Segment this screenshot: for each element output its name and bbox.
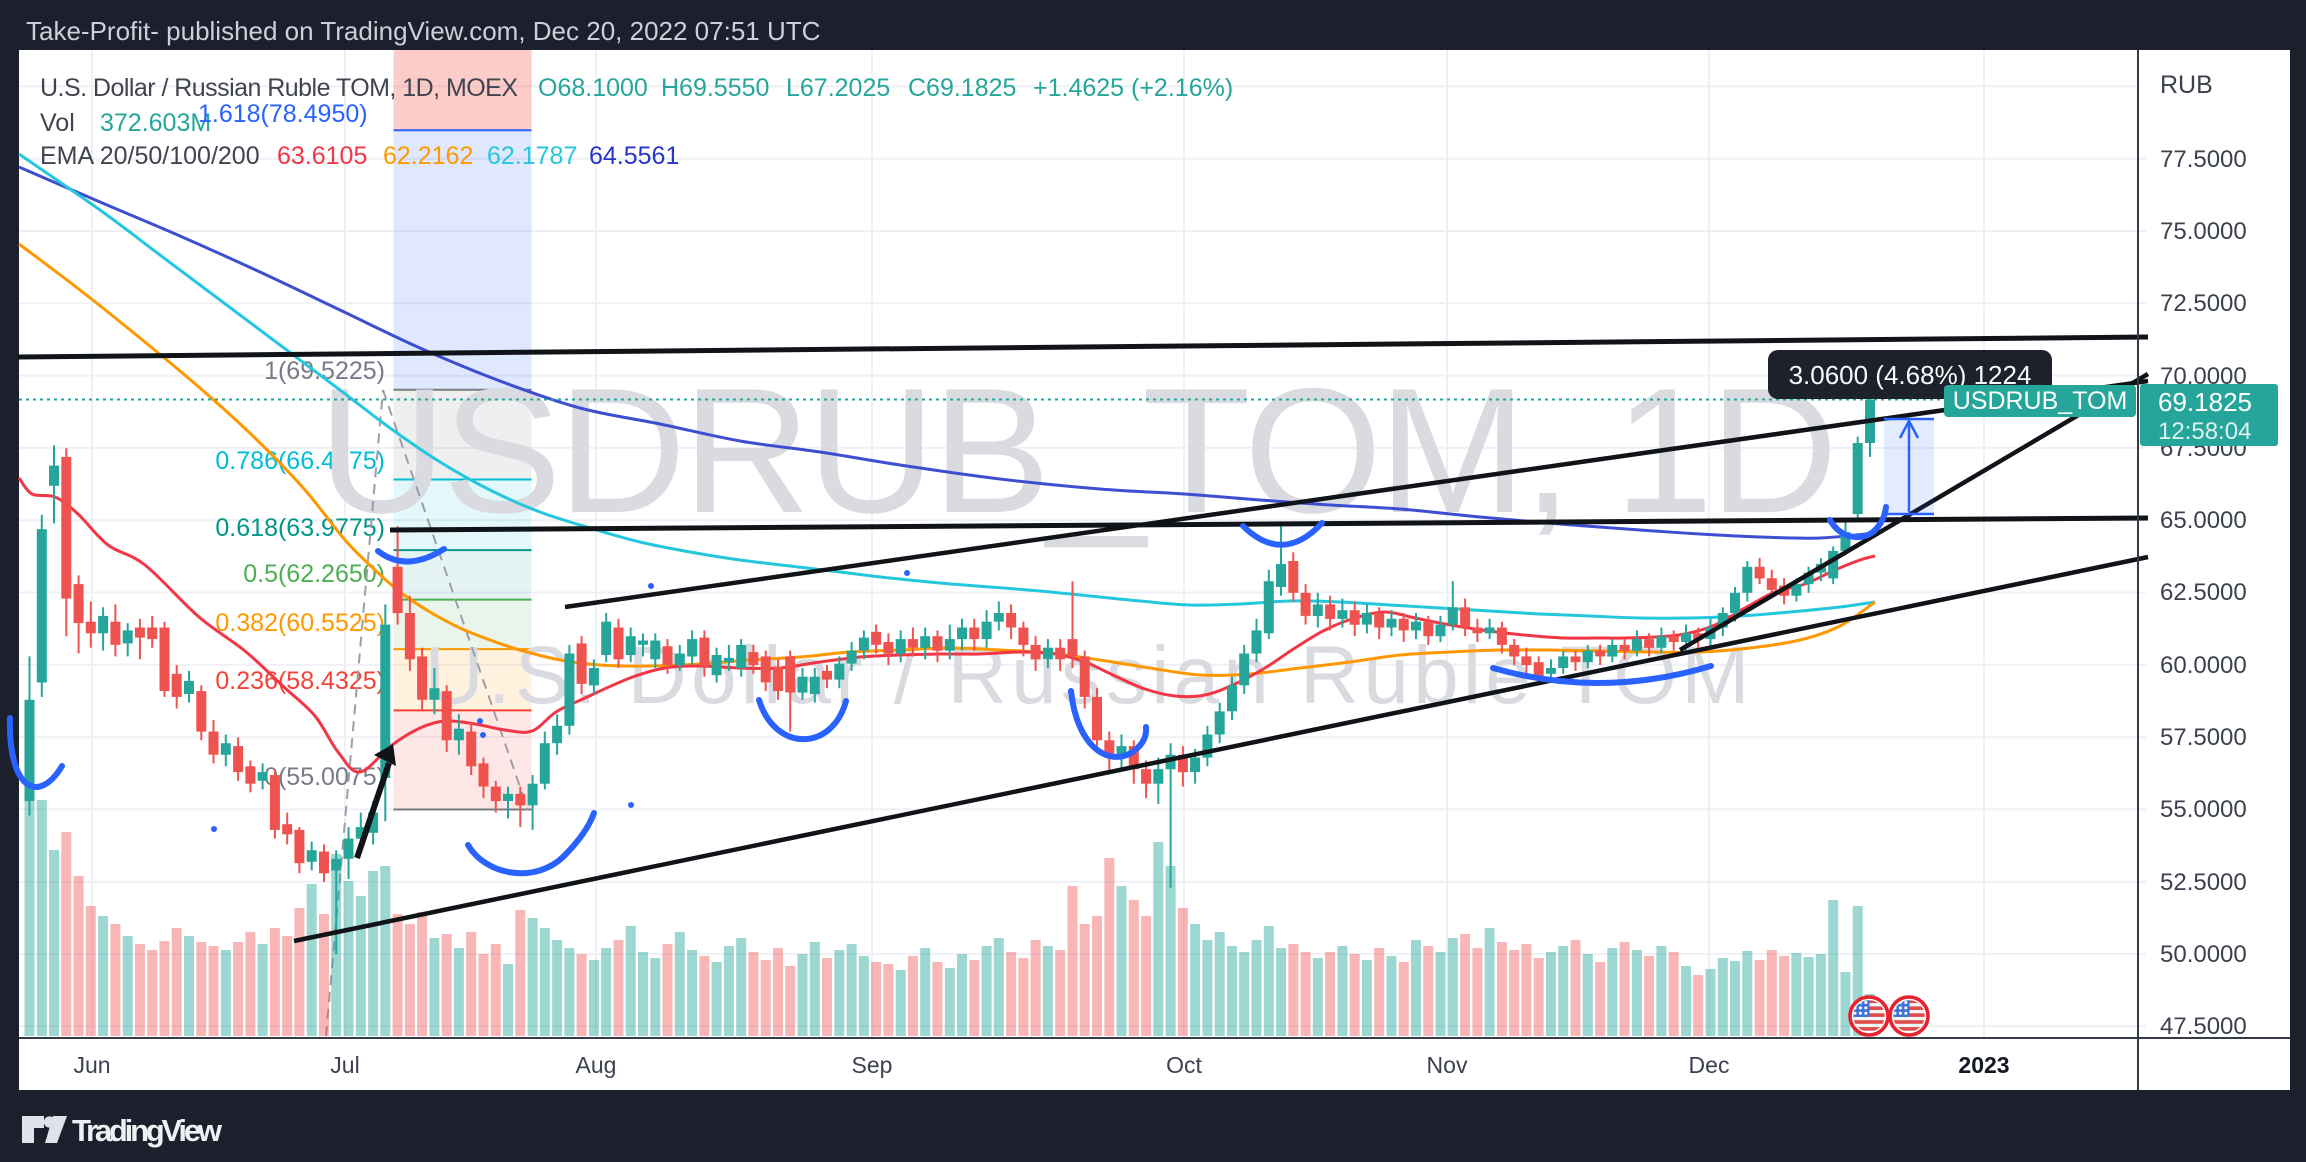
svg-text:0.382(60.5525): 0.382(60.5525) xyxy=(215,609,385,637)
svg-text:Jul: Jul xyxy=(330,1052,359,1078)
svg-text:77.5000: 77.5000 xyxy=(2160,146,2247,173)
svg-text:O68.1000: O68.1000 xyxy=(538,74,648,102)
svg-text:RUB: RUB xyxy=(2160,71,2213,99)
svg-text:62.5000: 62.5000 xyxy=(2160,579,2247,606)
svg-text:72.5000: 72.5000 xyxy=(2160,290,2247,317)
svg-text:372.603M: 372.603M xyxy=(100,109,211,137)
svg-text:H69.5550: H69.5550 xyxy=(661,74,769,102)
svg-text:Vol: Vol xyxy=(40,109,75,137)
svg-text:0.5(62.2650): 0.5(62.2650) xyxy=(243,560,385,588)
svg-text:Oct: Oct xyxy=(1166,1052,1202,1078)
svg-text:+1.4625 (+2.16%): +1.4625 (+2.16%) xyxy=(1033,74,1233,102)
svg-text:65.0000: 65.0000 xyxy=(2160,507,2247,534)
svg-text:57.5000: 57.5000 xyxy=(2160,724,2247,751)
svg-text:Nov: Nov xyxy=(1427,1052,1468,1078)
svg-text:47.5000: 47.5000 xyxy=(2160,1013,2247,1040)
svg-text:12:58:04: 12:58:04 xyxy=(2158,418,2251,445)
svg-text:62.1787: 62.1787 xyxy=(487,142,577,170)
svg-text:0(55.0075): 0(55.0075) xyxy=(264,763,385,791)
svg-text:U.S. Dollar / Russian Ruble TO: U.S. Dollar / Russian Ruble TOM, 1D, MOE… xyxy=(40,74,518,102)
svg-text:60.0000: 60.0000 xyxy=(2160,652,2247,679)
svg-text:50.0000: 50.0000 xyxy=(2160,941,2247,968)
svg-text:69.1825: 69.1825 xyxy=(2158,387,2252,417)
svg-text:2023: 2023 xyxy=(1958,1052,2009,1078)
svg-text:63.6105: 63.6105 xyxy=(277,142,367,170)
svg-text:62.2162: 62.2162 xyxy=(383,142,473,170)
svg-text:Aug: Aug xyxy=(576,1052,617,1078)
svg-text:75.0000: 75.0000 xyxy=(2160,218,2247,245)
svg-text:USDRUB_TOM: USDRUB_TOM xyxy=(1953,387,2128,415)
svg-text:C69.1825: C69.1825 xyxy=(908,74,1016,102)
svg-text:55.0000: 55.0000 xyxy=(2160,796,2247,823)
svg-text:EMA 20/50/100/200: EMA 20/50/100/200 xyxy=(40,142,260,170)
svg-text:0.236(58.4325): 0.236(58.4325) xyxy=(215,667,385,695)
svg-text:1(69.5225): 1(69.5225) xyxy=(264,357,385,385)
svg-text:1.618(78.4950): 1.618(78.4950) xyxy=(198,100,368,128)
svg-text:L67.2025: L67.2025 xyxy=(786,74,890,102)
svg-text:0.618(63.9775): 0.618(63.9775) xyxy=(215,514,385,542)
svg-text:52.5000: 52.5000 xyxy=(2160,869,2247,896)
svg-text:Dec: Dec xyxy=(1689,1052,1730,1078)
svg-text:64.5561: 64.5561 xyxy=(589,142,679,170)
svg-text:Jun: Jun xyxy=(73,1052,110,1078)
svg-text:Take-Profit- published on Trad: Take-Profit- published on TradingView.co… xyxy=(26,16,820,46)
svg-text:0.786(66.4175): 0.786(66.4175) xyxy=(215,447,385,475)
svg-text:TradingView: TradingView xyxy=(72,1113,223,1148)
svg-text:USDRUB_TOM, 1D: USDRUB_TOM, 1D xyxy=(318,351,1838,550)
svg-text:Sep: Sep xyxy=(852,1052,893,1078)
